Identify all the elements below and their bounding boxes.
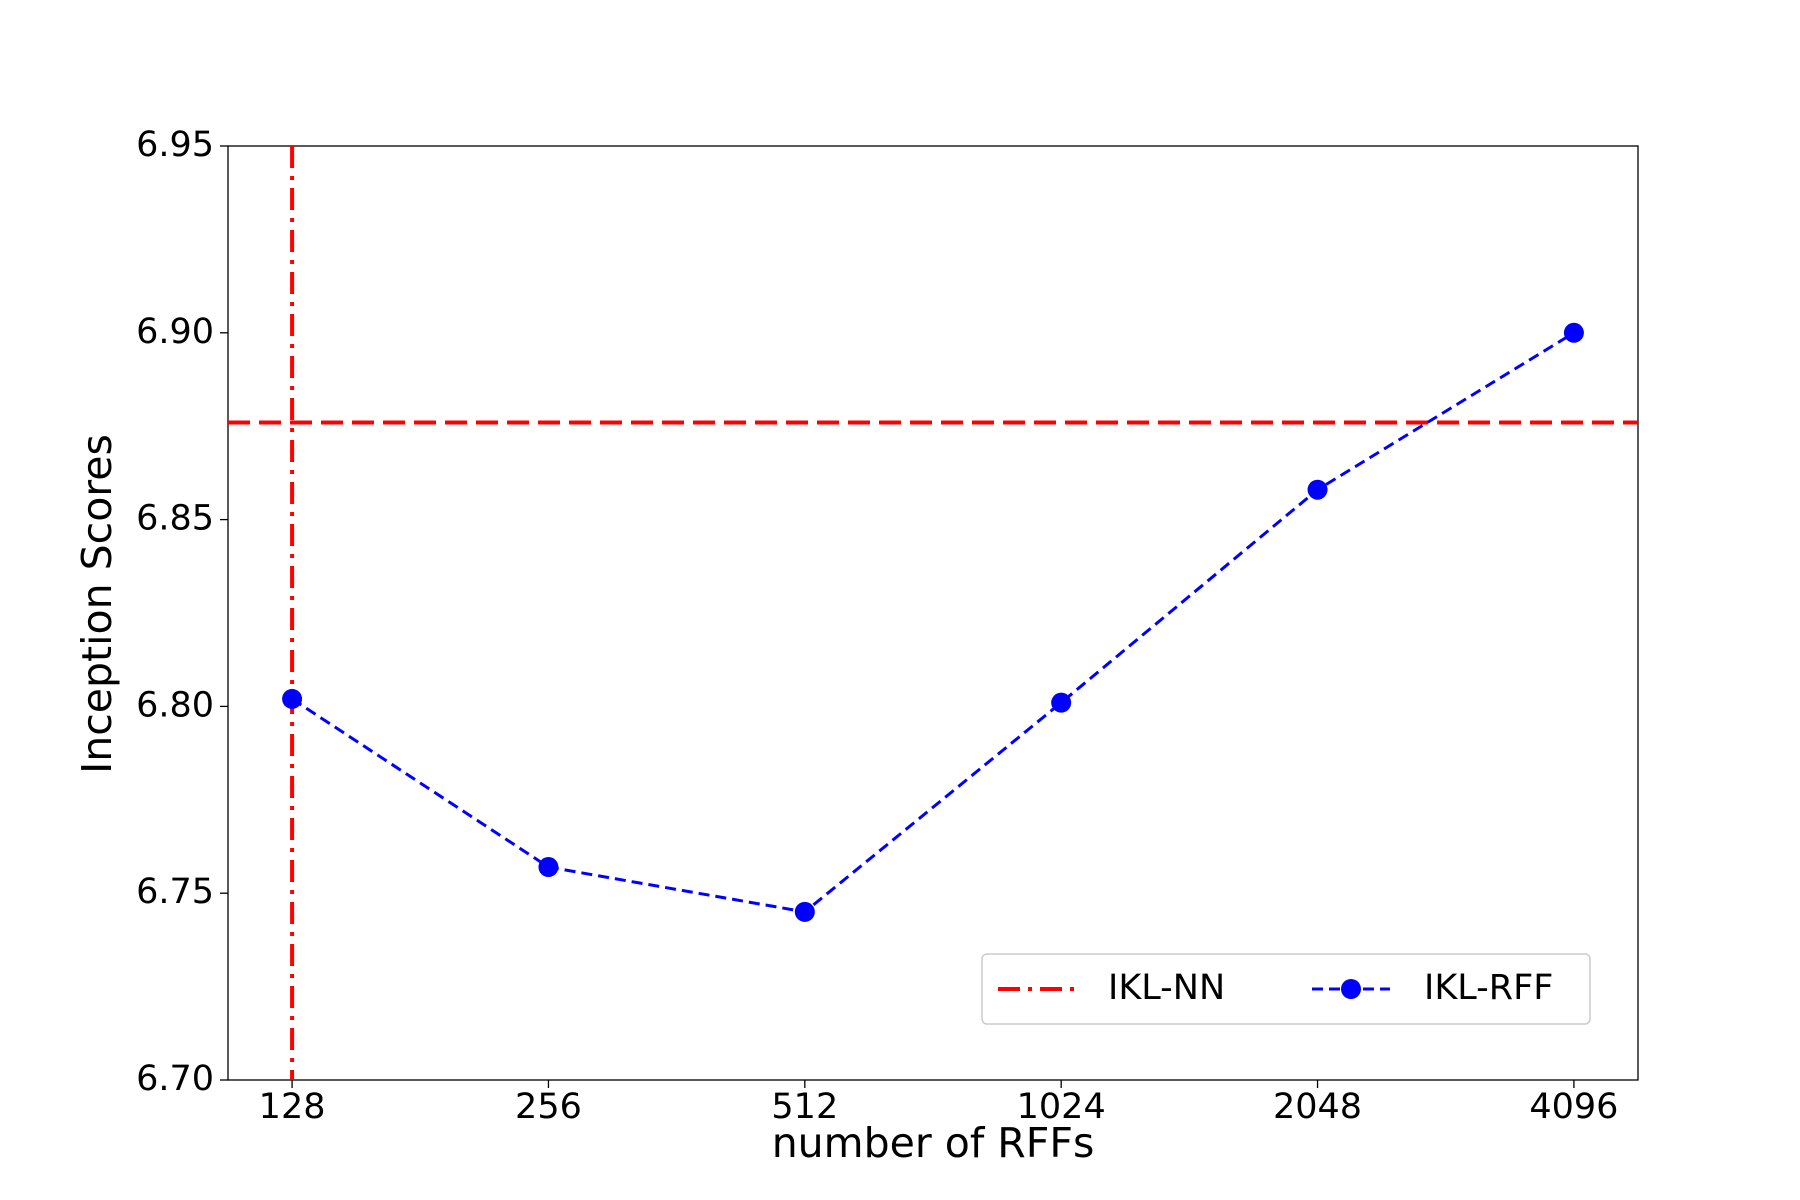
x-tick-label: 256 bbox=[515, 1087, 582, 1127]
x-tick-label: 128 bbox=[259, 1087, 326, 1127]
y-tick-label: 6.75 bbox=[136, 872, 214, 912]
data-point bbox=[794, 901, 815, 922]
y-tick-label: 6.95 bbox=[136, 125, 214, 165]
y-axis-label: Inception Scores bbox=[73, 434, 121, 774]
x-tick-label: 4096 bbox=[1529, 1087, 1618, 1127]
x-axis-label: number of RFFs bbox=[772, 1119, 1095, 1167]
series-line bbox=[291, 331, 1575, 914]
y-tick-label: 6.70 bbox=[136, 1059, 214, 1099]
data-point bbox=[1563, 322, 1584, 343]
y-tick-label: 6.85 bbox=[136, 499, 214, 539]
data-point bbox=[1307, 479, 1328, 500]
y-tick-label: 6.90 bbox=[136, 312, 214, 352]
y-tick-label: 6.80 bbox=[136, 685, 214, 725]
legend-label: IKL-NN bbox=[1108, 968, 1225, 1008]
data-point bbox=[1051, 692, 1072, 713]
data-point bbox=[282, 688, 303, 709]
legend-box bbox=[981, 953, 1591, 1025]
data-point bbox=[538, 857, 559, 878]
x-tick-label: 2048 bbox=[1273, 1087, 1362, 1127]
x-tick-label: 512 bbox=[771, 1087, 838, 1127]
legend-marker bbox=[1341, 979, 1361, 999]
x-tick-label: 1024 bbox=[1017, 1087, 1106, 1127]
legend-label: IKL-RFF bbox=[1424, 968, 1553, 1008]
plot-frame bbox=[227, 145, 1639, 1081]
